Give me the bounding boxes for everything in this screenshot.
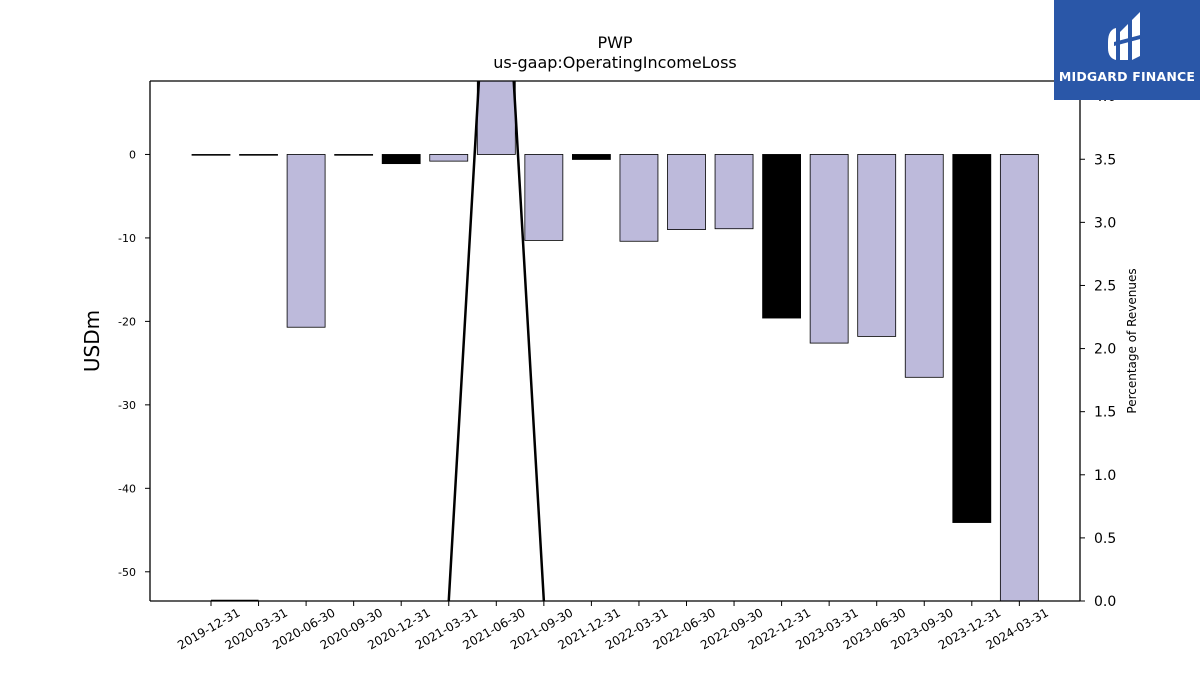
y-tick-label: -30: [118, 399, 136, 412]
chart-title: PWP: [597, 33, 632, 52]
y2-tick-label: 0.5: [1094, 531, 1116, 547]
y2-tick-label: 1.0: [1094, 468, 1116, 484]
bar-2020-06-30: [286, 154, 326, 328]
bar-2023-03-31: [809, 154, 849, 344]
y-tick-label: 0: [129, 148, 136, 161]
y2-tick-label: 1.5: [1094, 405, 1116, 421]
bar-2023-12-31: [952, 154, 992, 523]
y-tick-label: -20: [118, 315, 136, 328]
logo-mark-icon: [1108, 12, 1144, 60]
bar-2022-09-30: [714, 154, 754, 230]
y-tick-label: -40: [118, 482, 136, 495]
bar-2020-09-30: [334, 154, 374, 156]
y2-axis-label: Percentage of Revenues: [1125, 268, 1139, 413]
bar-2022-12-31: [762, 154, 801, 319]
bar-2023-09-30: [904, 154, 944, 378]
bar-2023-06-30: [857, 154, 897, 337]
y2-tick-label: 0.0: [1094, 594, 1116, 610]
y-tick-label: -50: [118, 566, 136, 579]
bar-2019-12-31: [191, 154, 231, 156]
line-layer: [211, 81, 546, 601]
bar-2020-12-31: [381, 154, 421, 165]
y2-tick-label: 3.5: [1094, 152, 1116, 168]
percentage-line: [447, 81, 546, 601]
midgard-finance-logo: MIDGARD FINANCE: [1054, 0, 1200, 100]
axes-layer: [149, 80, 1081, 602]
chart-subtitle: us-gaap:OperatingIncomeLoss: [493, 53, 737, 72]
y2-tick-label: 2.5: [1094, 278, 1116, 294]
bar-2021-06-30: [476, 81, 516, 155]
y-axis-label: USDm: [80, 310, 104, 372]
logo-text: MIDGARD FINANCE: [1058, 69, 1196, 84]
bars-layer: [191, 81, 1039, 601]
bar-2021-03-31: [429, 154, 469, 162]
bar-2022-03-31: [619, 154, 659, 242]
y-tick-label: -10: [118, 232, 136, 245]
bar-2022-06-30: [667, 154, 706, 230]
bar-2024-03-31: [999, 154, 1039, 601]
y2-tick-label: 3.0: [1094, 215, 1116, 231]
bar-2021-12-31: [572, 154, 611, 160]
bar-2020-03-31: [239, 154, 278, 156]
y2-tick-label: 2.0: [1094, 342, 1116, 358]
bar-2021-09-30: [524, 154, 564, 241]
